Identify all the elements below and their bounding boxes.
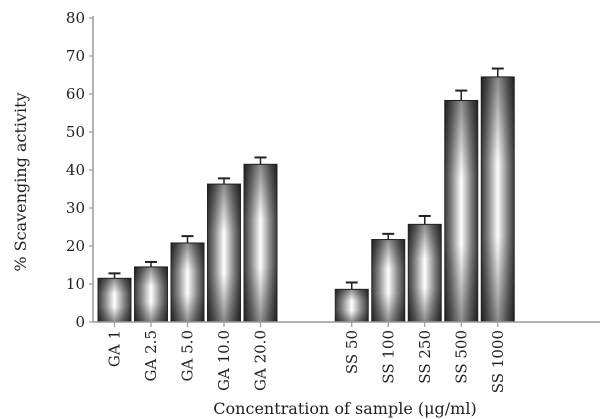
x-axis-title: Concentration of sample (μg/ml) xyxy=(213,399,476,418)
x-axis-ticks: GA 1 GA 2.5 GA 5.0 GA 10.0 GA 20.0 SS 50 SS 10… xyxy=(106,322,507,393)
bar-shade xyxy=(371,239,405,322)
y-tick-label: 0 xyxy=(75,313,85,331)
x-tick-label: SS 50 xyxy=(343,330,361,374)
y-tick-label: 30 xyxy=(66,199,85,217)
bar-shade xyxy=(98,278,131,322)
x-tick-label: GA 1 xyxy=(106,330,124,367)
bar-shade xyxy=(207,184,241,322)
bar-ga-20-0 xyxy=(243,156,278,323)
y-tick-label: 60 xyxy=(66,85,85,103)
y-tick-label: 20 xyxy=(66,237,85,255)
x-tick-label: GA 5.0 xyxy=(179,330,197,381)
bar-shade xyxy=(444,100,478,323)
bar-ss-50 xyxy=(334,281,369,323)
bar-ss-100 xyxy=(371,232,406,323)
y-axis-ticks: 0 10 20 30 40 50 60 70 80 xyxy=(66,9,93,331)
bar-ga-2-5 xyxy=(134,260,168,323)
x-tick-label: SS 1000 xyxy=(489,330,507,393)
y-tick-label: 50 xyxy=(66,123,85,141)
bars xyxy=(97,67,515,323)
y-tick-label: 80 xyxy=(66,9,85,27)
bar-shade xyxy=(171,242,204,322)
y-tick-label: 40 xyxy=(66,161,85,179)
x-tick-label: SS 500 xyxy=(452,330,470,384)
y-tick-label: 70 xyxy=(66,47,85,65)
bar-ss-500 xyxy=(444,89,479,323)
bar-ss-250 xyxy=(407,214,442,323)
x-tick-label: GA 2.5 xyxy=(142,330,160,381)
bar-shade xyxy=(335,289,369,322)
x-tick-label: SS 100 xyxy=(379,330,397,384)
y-axis-title: % Scavenging activity xyxy=(11,92,30,271)
bar-ga-1 xyxy=(97,272,132,323)
bar-shade xyxy=(481,76,515,323)
bar-ga-5-0 xyxy=(170,235,205,323)
bar-shade xyxy=(408,224,442,322)
x-tick-label: GA 20.0 xyxy=(252,330,270,391)
x-tick-label: GA 10.0 xyxy=(215,330,233,391)
x-tick-label: SS 250 xyxy=(416,330,434,384)
bar-shade xyxy=(244,164,277,322)
bar-ga-10-0 xyxy=(207,177,241,323)
bar-ss-1000 xyxy=(480,67,515,323)
bar-shade xyxy=(134,266,168,322)
y-tick-label: 10 xyxy=(66,275,85,293)
